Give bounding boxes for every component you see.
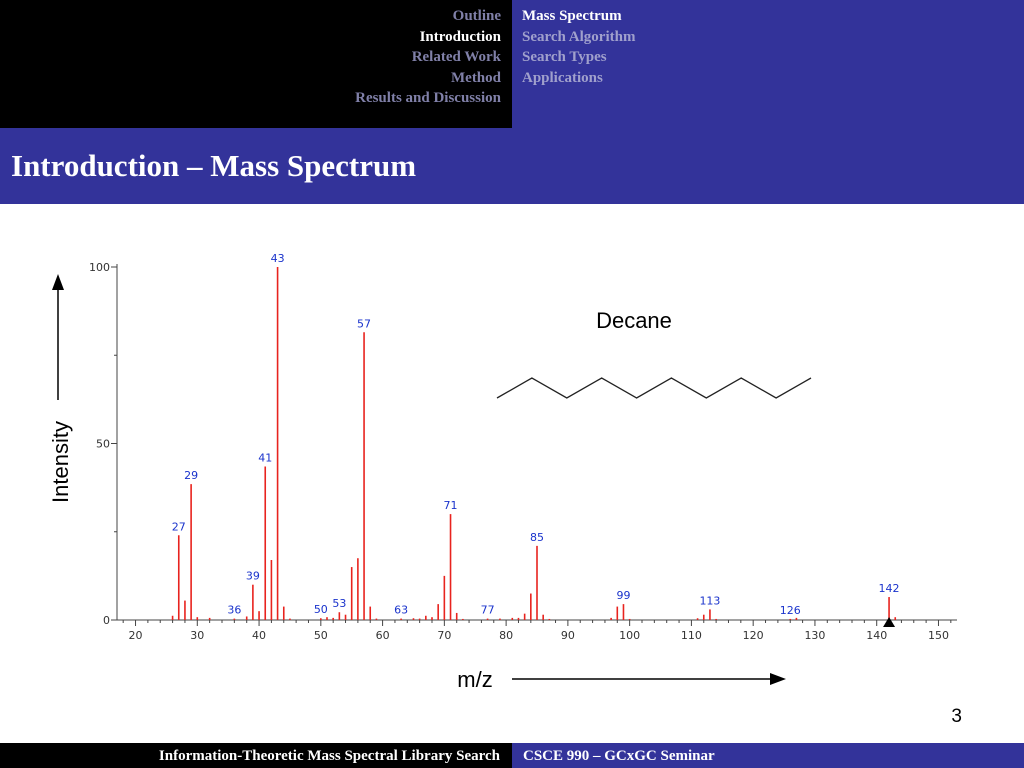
decane-structure — [496, 377, 812, 399]
nav-subsection-search-types[interactable]: Search Types — [522, 49, 607, 65]
chart-peak-labels: 27 29 36 39 41 43 50 53 57 63 71 77 85 99 113 126 142 — [172, 252, 900, 617]
peak-label-85: 85 — [530, 531, 544, 544]
chart-peaks — [171, 267, 897, 620]
x-axis-title: m/z — [457, 667, 492, 692]
peak-label-29: 29 — [184, 469, 198, 482]
nav-section-related-work[interactable]: Related Work — [411, 49, 501, 65]
peak-label-99: 99 — [616, 589, 630, 602]
y-tick-label: 50 — [96, 438, 110, 451]
subsection-nav: Mass Spectrum Search Algorithm Search Type… — [512, 0, 1024, 128]
nav-subsection-applications[interactable]: Applications — [522, 69, 603, 86]
footer-title: Information-Theoretic Mass Spectral Libr… — [0, 743, 512, 768]
peak-label-41: 41 — [258, 451, 272, 464]
x-tick-label: 90 — [561, 629, 575, 642]
x-tick-label: 140 — [866, 629, 887, 642]
section-nav: Outline Introduction Related Work Method Res… — [0, 0, 512, 128]
peak-label-63: 63 — [394, 604, 408, 617]
peak-label-57: 57 — [357, 317, 371, 330]
peak-label-126: 126 — [780, 604, 801, 617]
chart-decoration: Intensity m/z Decane — [48, 274, 896, 692]
peak-label-39: 39 — [246, 570, 260, 583]
x-tick-label: 20 — [129, 629, 143, 642]
nav-section-introduction[interactable]: Introduction — [419, 28, 501, 45]
y-tick-label: 100 — [89, 261, 110, 274]
y-tick-label: 0 — [103, 614, 110, 627]
footer-course: CSCE 990 – GCxGC Seminar — [512, 743, 1024, 768]
x-tick-label: 80 — [499, 629, 513, 642]
compound-label: Decane — [596, 308, 672, 333]
nav-section-outline[interactable]: Outline — [452, 8, 501, 24]
peak-label-71: 71 — [444, 499, 458, 512]
x-tick-label: 120 — [743, 629, 764, 642]
footer-course-text: CSCE 990 – GCxGC Seminar — [523, 748, 715, 764]
subsection-list: Mass Spectrum Search Algorithm Search Type… — [522, 6, 635, 88]
x-tick-label: 150 — [928, 629, 949, 642]
slide-title: Introduction – Mass Spectrum — [11, 148, 417, 183]
x-tick-label: 130 — [804, 629, 825, 642]
x-tick-label: 50 — [314, 629, 328, 642]
nav-section-method[interactable]: Method — [451, 69, 501, 86]
x-tick-label: 60 — [376, 629, 390, 642]
peak-label-50: 50 — [314, 603, 328, 616]
peak-label-142: 142 — [879, 582, 900, 595]
peak-label-43: 43 — [271, 252, 285, 265]
nav-section-results-and-discussion[interactable]: Results and Discussion — [355, 90, 501, 106]
x-tick-label: 110 — [681, 629, 702, 642]
x-tick-label: 30 — [190, 629, 204, 642]
slide-title-bar: Introduction – Mass Spectrum — [0, 128, 1024, 204]
nav-subsection-mass-spectrum[interactable]: Mass Spectrum — [522, 8, 622, 24]
chart-axes: 20 30 40 50 60 70 80 90 100 110 120 130 140 150 0 50 100 — [89, 261, 957, 642]
section-list: Outline Introduction Related Work Method Res… — [355, 6, 501, 109]
y-axis-title: Intensity — [48, 421, 73, 503]
peak-label-27: 27 — [172, 520, 186, 533]
x-tick-label: 40 — [252, 629, 266, 642]
page-number: 3 — [951, 706, 962, 727]
y-axis-arrow-head — [52, 274, 64, 290]
peak-label-77: 77 — [481, 604, 495, 617]
mass-spectrum-chart: 20 30 40 50 60 70 80 90 100 110 120 130 140 150 0 50 100… — [48, 252, 957, 692]
nav-subsection-search-algorithm[interactable]: Search Algorithm — [522, 28, 636, 45]
x-tick-label: 70 — [437, 629, 451, 642]
x-tick-label: 100 — [619, 629, 640, 642]
x-axis-arrow-head — [770, 673, 786, 685]
peak-label-113: 113 — [699, 594, 720, 607]
molecular-ion-marker — [883, 617, 896, 627]
peak-label-36: 36 — [227, 604, 241, 617]
footer-title-text: Information-Theoretic Mass Spectral Libr… — [158, 748, 500, 764]
peak-label-53: 53 — [332, 597, 346, 610]
